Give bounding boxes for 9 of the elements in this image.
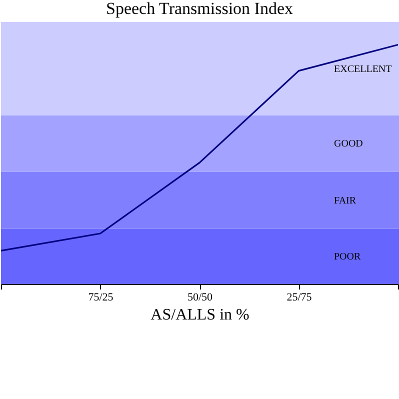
band-label: EXCELLENT bbox=[334, 64, 392, 75]
band-label: FAIR bbox=[334, 195, 356, 206]
chart-title: Speech Transmission Index bbox=[106, 0, 294, 18]
band-label: POOR bbox=[334, 251, 362, 262]
x-axis-title: AS/ALLS in % bbox=[150, 306, 250, 324]
x-tick-label: 50/50 bbox=[187, 292, 214, 304]
x-tick-label: 25/75 bbox=[286, 292, 312, 304]
x-tick-label: 75/25 bbox=[88, 292, 114, 304]
band-label: GOOD bbox=[334, 138, 363, 150]
